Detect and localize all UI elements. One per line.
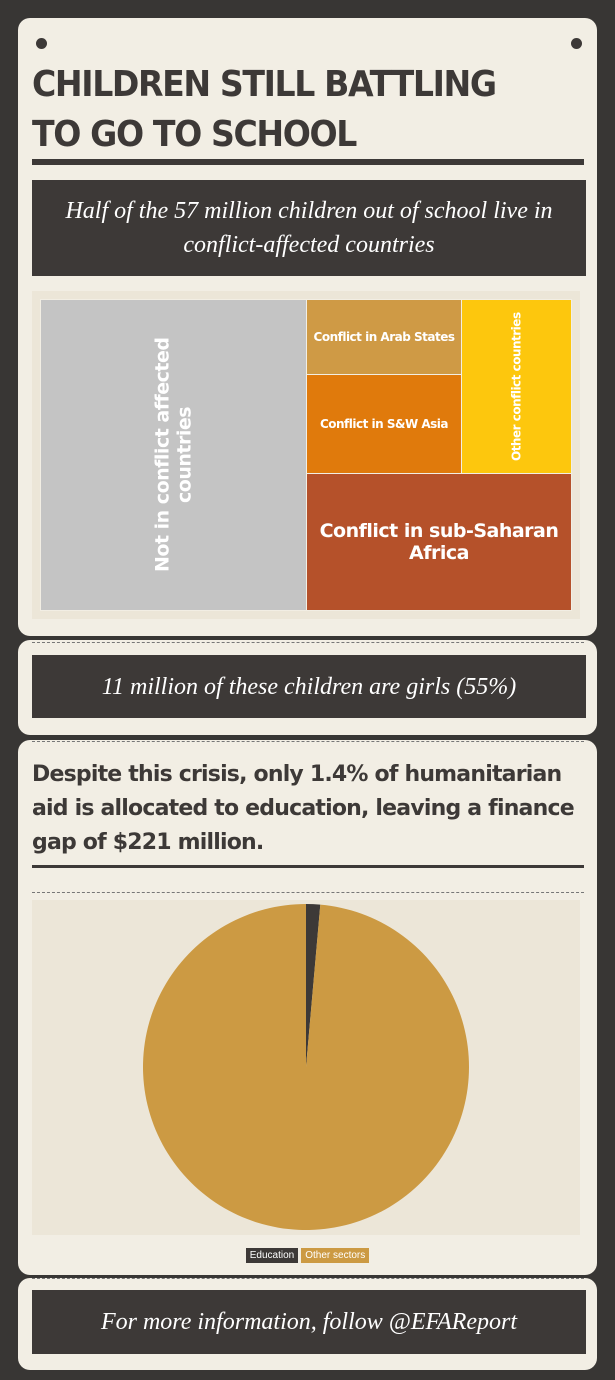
pin-right [571, 38, 582, 49]
pie-chart [142, 904, 469, 1230]
banner-follow: For more information, follow @EFAReport [32, 1290, 586, 1354]
statement-rule [32, 865, 584, 868]
treemap-cell-other-conflict: Other conflict countries [461, 299, 572, 474]
pin-left [36, 38, 47, 49]
treemap-cell-arab-states: Conflict in Arab States [306, 299, 462, 375]
pie-slice-education [306, 904, 321, 1067]
divider [32, 741, 584, 742]
divider [32, 1278, 584, 1279]
pie-chart-area [32, 900, 580, 1235]
treemap-cell-sub-saharan-africa: Conflict in sub-Saharan Africa [306, 473, 572, 611]
pie-legend: Education Other sectors [0, 1248, 615, 1263]
legend-education: Education [245, 1248, 299, 1263]
pie-slice-other-sectors [142, 904, 469, 1230]
treemap: Not in conflict affected countries Confl… [32, 291, 580, 619]
divider [32, 892, 584, 893]
legend-other-sectors: Other sectors [301, 1248, 370, 1263]
banner-girls: 11 million of these children are girls (… [32, 655, 586, 718]
divider [32, 642, 584, 643]
banner-half-children: Half of the 57 million children out of s… [32, 180, 586, 276]
page-title: CHILDREN STILL BATTLING TO GO TO SCHOOL [32, 64, 497, 155]
title-rule [32, 159, 584, 165]
treemap-cell-not-conflict: Not in conflict affected countries [40, 299, 307, 611]
aid-statement: Despite this crisis, only 1.4% of humani… [32, 762, 575, 855]
treemap-cell-sw-asia: Conflict in S&W Asia [306, 374, 462, 474]
